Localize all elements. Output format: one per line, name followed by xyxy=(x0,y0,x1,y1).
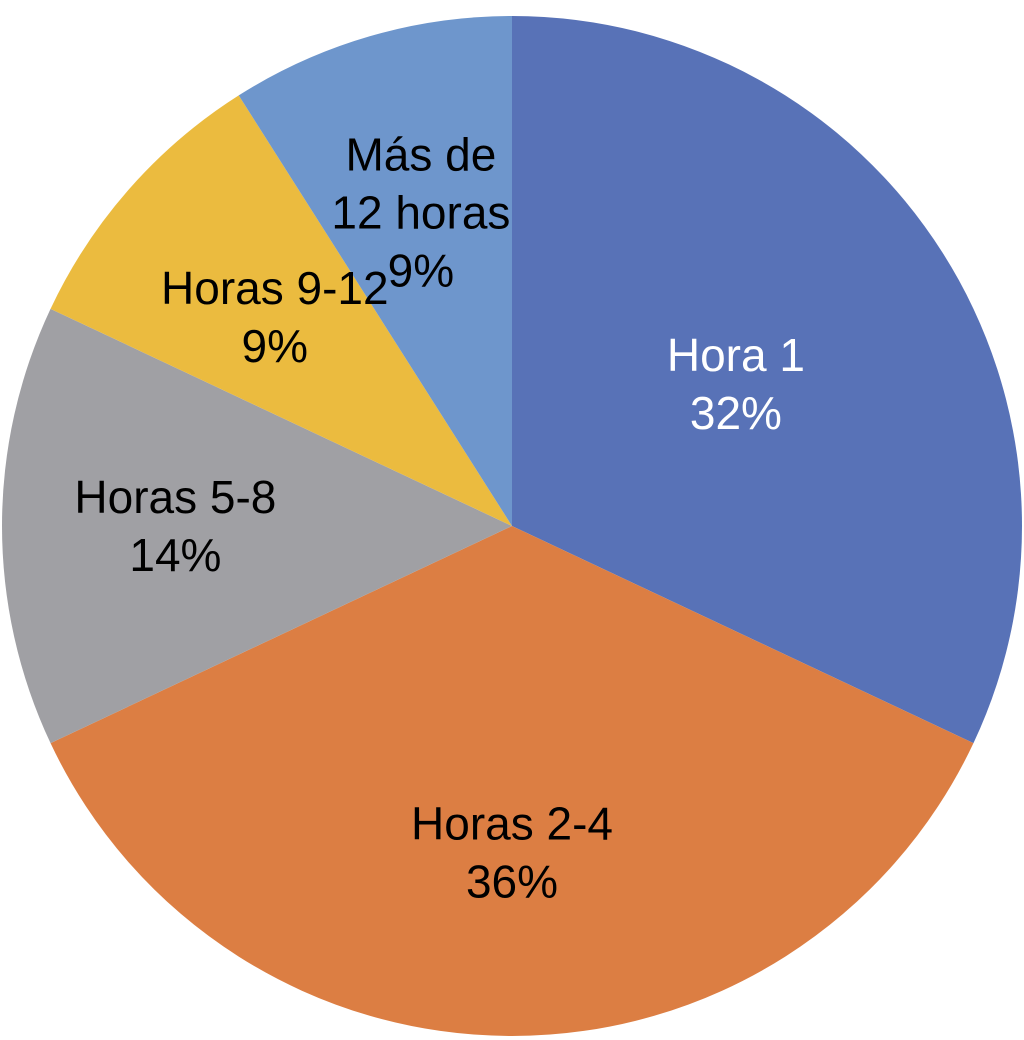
pie-slices xyxy=(2,16,1022,1036)
pie-slice-category-label: 12 horas xyxy=(331,187,510,239)
pie-slice-label-1: Hora 1 32% xyxy=(667,329,805,439)
pie-slice-value-label: 36% xyxy=(466,855,558,907)
pie-slice-value-label: 14% xyxy=(129,529,221,581)
pie-slice-label-4: Horas 9-12 9% xyxy=(161,262,389,372)
pie-slice-5 xyxy=(238,16,513,526)
pie-slice-label-2: Horas 2-4 36% xyxy=(411,797,613,907)
pie-slice-value-label: 32% xyxy=(690,387,782,439)
pie-slice-category-label: Horas 2-4 xyxy=(411,797,613,849)
pie-slice-4 xyxy=(50,95,512,526)
pie-slice-2 xyxy=(50,526,974,1036)
pie-labels: Hora 1 32% Horas 2-4 36% Horas 5-8 14% Horas 9… xyxy=(74,129,805,908)
pie-slice-category-label: Más de xyxy=(345,129,496,181)
pie-slice-category-label: Horas 9-12 xyxy=(161,262,389,314)
pie-slice-category-label: Hora 1 xyxy=(667,329,805,381)
pie-slice-category-label: Horas 5-8 xyxy=(74,471,276,523)
pie-slice-value-label: 9% xyxy=(388,245,454,297)
pie-slice-1 xyxy=(512,16,1022,744)
pie-slice-label-5: Más de 12 horas 9% xyxy=(331,129,510,297)
pie-slice-3 xyxy=(2,308,512,744)
pie-slice-label-3: Horas 5-8 14% xyxy=(74,471,276,581)
pie-slice-value-label: 9% xyxy=(242,320,308,372)
